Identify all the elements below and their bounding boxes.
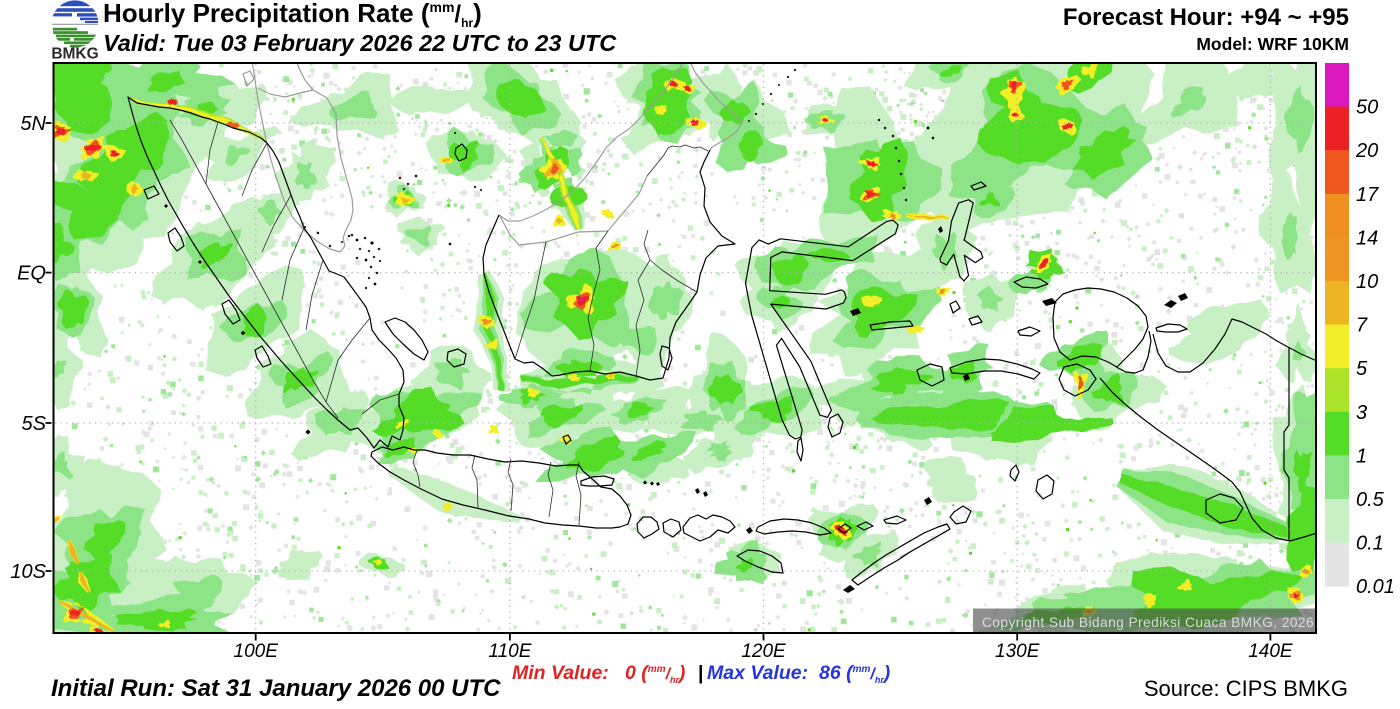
svg-text:17: 17 <box>1356 184 1379 206</box>
svg-text:0.1: 0.1 <box>1356 533 1384 555</box>
svg-text:Initial Run: Sat 31 January 20: Initial Run: Sat 31 January 2026 00 UTC <box>51 675 501 702</box>
svg-text:10: 10 <box>1356 271 1378 293</box>
svg-text:100E: 100E <box>234 641 279 662</box>
svg-text:EQ: EQ <box>17 263 46 285</box>
svg-text:20: 20 <box>1355 140 1378 162</box>
svg-text:5N: 5N <box>20 113 46 135</box>
svg-text:Copyright Sub Bidang Prediksi: Copyright Sub Bidang Prediksi Cuaca BMKG… <box>982 615 1314 630</box>
svg-text:110E: 110E <box>488 641 531 662</box>
svg-text:50: 50 <box>1356 97 1378 119</box>
svg-text:14: 14 <box>1356 227 1378 249</box>
svg-text:Valid: Tue 03 February 2026 22: Valid: Tue 03 February 2026 22 UTC to 23… <box>103 30 617 56</box>
svg-text:1: 1 <box>1356 445 1367 467</box>
svg-text:120E: 120E <box>741 641 786 662</box>
svg-text:5S: 5S <box>22 413 47 435</box>
svg-text:0.5: 0.5 <box>1356 489 1385 511</box>
svg-text:Max Value: 86 (mm/hr): Max Value: 86 (mm/hr) <box>707 662 890 685</box>
svg-text:Forecast Hour: +94 ~ +95: Forecast Hour: +94 ~ +95 <box>1063 4 1349 31</box>
svg-text:0.01: 0.01 <box>1356 576 1395 598</box>
svg-text:5: 5 <box>1356 358 1368 380</box>
svg-text:Model: WRF 10KM: Model: WRF 10KM <box>1196 34 1349 54</box>
svg-text:|: | <box>698 662 703 684</box>
svg-text:Min Value: 0 (mm/hr): Min Value: 0 (mm/hr) <box>512 662 685 685</box>
svg-text:130E: 130E <box>995 641 1040 662</box>
svg-text:3: 3 <box>1356 402 1367 424</box>
svg-text:BMKG: BMKG <box>51 46 98 63</box>
svg-text:7: 7 <box>1356 315 1368 337</box>
svg-text:140E: 140E <box>1248 641 1293 662</box>
svg-text:Hourly Precipitation Rate (mm/: Hourly Precipitation Rate (mm/hr) <box>103 0 482 30</box>
svg-text:10S: 10S <box>10 561 46 583</box>
svg-text:Source: CIPS BMKG: Source: CIPS BMKG <box>1144 676 1348 701</box>
